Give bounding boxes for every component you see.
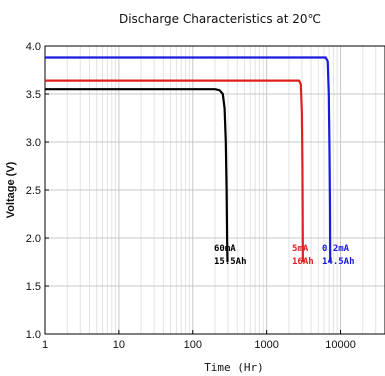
axis-ticks: 1 10 100 1000 10000 1.0 1.5 2.0 2.5 3.0 3.5 4.0 xyxy=(26,41,356,351)
y-tick-label: 4.0 xyxy=(26,41,41,53)
y-tick-label: 1.5 xyxy=(26,281,41,293)
series-layer xyxy=(45,56,332,263)
series-line xyxy=(45,56,332,263)
x-tick-label: 10000 xyxy=(325,339,356,351)
x-tick-label: 100 xyxy=(184,339,202,351)
x-axis-label: Time (Hr) xyxy=(204,361,264,374)
y-tick-label: 2.5 xyxy=(26,185,41,197)
series-annotation: 0.2mA xyxy=(322,244,350,254)
series-annotation: 14.5Ah xyxy=(322,257,355,267)
y-tick-label: 3.0 xyxy=(26,137,41,149)
x-tick-label: 1000 xyxy=(254,339,278,351)
y-tick-label: 3.5 xyxy=(26,89,41,101)
series-annotation: 5mA xyxy=(292,244,309,254)
y-tick-label: 2.0 xyxy=(26,233,41,245)
x-tick-label: 10 xyxy=(113,339,125,351)
y-tick-label: 1.0 xyxy=(26,329,41,341)
annotations: 60mA 15.5Ah 5mA 16Ah 0.2mA 14.5Ah xyxy=(214,244,355,267)
series-line xyxy=(45,79,304,263)
y-axis-label: Voltage (V) xyxy=(5,161,17,218)
series-line xyxy=(45,88,229,263)
chart-title: Discharge Characteristics at 20℃ xyxy=(119,12,321,26)
series-annotation: 60mA xyxy=(214,244,236,254)
x-tick-label: 1 xyxy=(42,339,48,351)
series-annotation: 15.5Ah xyxy=(214,257,247,267)
series-annotation: 16Ah xyxy=(292,257,314,267)
